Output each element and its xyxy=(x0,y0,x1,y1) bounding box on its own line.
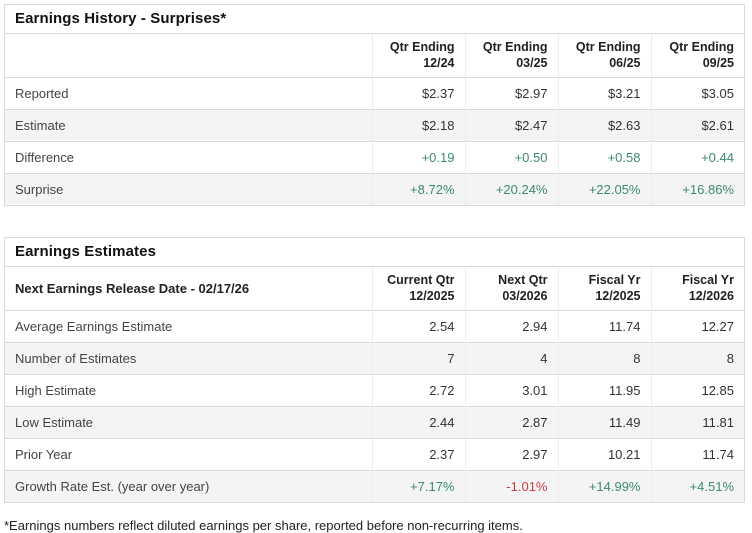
cell-value: 12.85 xyxy=(650,374,744,407)
row-label: Average Earnings Estimate xyxy=(15,319,173,334)
row-label: High Estimate xyxy=(15,383,96,398)
row-label: Low Estimate xyxy=(15,415,94,430)
cell-value: -1.01% xyxy=(464,470,558,502)
header-row: Next Earnings Release Date - 02/17/26 Cur… xyxy=(5,267,744,311)
table-corner-label xyxy=(5,34,372,78)
cell-value: $2.63 xyxy=(557,109,651,142)
cell-value: 3.01 xyxy=(464,374,558,407)
earnings-estimates-table: Next Earnings Release Date - 02/17/26 Cur… xyxy=(5,267,744,502)
cell-value: 7 xyxy=(371,342,465,375)
cell-value: +0.44 xyxy=(650,141,744,174)
column-header: Next Qtr 03/2026 xyxy=(464,267,558,311)
table-row: Estimate $2.18 $2.47 $2.63 $2.61 xyxy=(5,109,744,142)
earnings-estimates-section: Earnings Estimates Next Earnings Release… xyxy=(4,237,745,503)
cell-value: 2.37 xyxy=(371,438,465,471)
cell-value: $2.18 xyxy=(371,109,465,142)
row-label: Growth Rate Est. (year over year) xyxy=(15,479,210,494)
cell-value: +20.24% xyxy=(464,173,558,205)
column-header: Qtr Ending 03/25 xyxy=(464,34,558,78)
cell-value: 2.97 xyxy=(464,438,558,471)
cell-value: 11.74 xyxy=(557,310,651,343)
cell-value: 2.94 xyxy=(464,310,558,343)
row-label: Difference xyxy=(15,150,75,165)
table-row: Difference +0.19 +0.50 +0.58 +0.44 xyxy=(5,141,744,174)
table-row: Low Estimate 2.44 2.87 11.49 11.81 xyxy=(5,406,744,439)
row-label: Estimate xyxy=(15,118,66,133)
column-header: Current Qtr 12/2025 xyxy=(371,267,465,311)
earnings-estimates-title: Earnings Estimates xyxy=(5,238,744,267)
cell-value: $3.21 xyxy=(557,77,651,110)
cell-value: $2.61 xyxy=(650,109,744,142)
cell-value: 2.44 xyxy=(371,406,465,439)
cell-value: 11.95 xyxy=(557,374,651,407)
table-corner-label: Next Earnings Release Date - 02/17/26 xyxy=(15,281,250,296)
column-header: Fiscal Yr 12/2026 xyxy=(650,267,744,311)
cell-value: 11.74 xyxy=(650,438,744,471)
table-row: Number of Estimates 7 4 8 8 xyxy=(5,342,744,375)
table-row: Growth Rate Est. (year over year) +7.17% -… xyxy=(5,470,744,502)
row-label: Number of Estimates xyxy=(15,351,137,366)
cell-value: +14.99% xyxy=(557,470,651,502)
row-label: Reported xyxy=(15,86,69,101)
cell-value: $2.47 xyxy=(464,109,558,142)
column-header: Qtr Ending 06/25 xyxy=(557,34,651,78)
cell-value: 8 xyxy=(650,342,744,375)
cell-value: 12.27 xyxy=(650,310,744,343)
cell-value: +8.72% xyxy=(371,173,465,205)
cell-value: +0.58 xyxy=(557,141,651,174)
cell-value: +16.86% xyxy=(650,173,744,205)
cell-value: +7.17% xyxy=(371,470,465,502)
cell-value: +4.51% xyxy=(650,470,744,502)
earnings-history-title: Earnings History - Surprises* xyxy=(5,5,744,34)
earnings-footnote: *Earnings numbers reflect diluted earnin… xyxy=(4,518,523,533)
table-row: Prior Year 2.37 2.97 10.21 11.74 xyxy=(5,438,744,471)
cell-value: 10.21 xyxy=(557,438,651,471)
cell-value: +0.50 xyxy=(464,141,558,174)
cell-value: 4 xyxy=(464,342,558,375)
table-row: High Estimate 2.72 3.01 11.95 12.85 xyxy=(5,374,744,407)
row-label: Surprise xyxy=(15,182,64,197)
cell-value: $2.97 xyxy=(464,77,558,110)
row-label: Prior Year xyxy=(15,447,73,462)
cell-value: 2.54 xyxy=(371,310,465,343)
table-row: Reported $2.37 $2.97 $3.21 $3.05 xyxy=(5,77,744,110)
cell-value: 2.72 xyxy=(371,374,465,407)
cell-value: +22.05% xyxy=(557,173,651,205)
column-header: Qtr Ending 09/25 xyxy=(650,34,744,78)
cell-value: 2.87 xyxy=(464,406,558,439)
cell-value: 11.81 xyxy=(650,406,744,439)
cell-value: +0.19 xyxy=(371,141,465,174)
cell-value: 8 xyxy=(557,342,651,375)
earnings-history-table: Qtr Ending 12/24 Qtr Ending 03/25 Qtr Ending… xyxy=(5,34,744,205)
cell-value: 11.49 xyxy=(557,406,651,439)
table-row: Average Earnings Estimate 2.54 2.94 11.74 12… xyxy=(5,310,744,343)
table-row: Surprise +8.72% +20.24% +22.05% +16.86% xyxy=(5,173,744,205)
column-header: Fiscal Yr 12/2025 xyxy=(557,267,651,311)
column-header: Qtr Ending 12/24 xyxy=(371,34,465,78)
header-row: Qtr Ending 12/24 Qtr Ending 03/25 Qtr Ending… xyxy=(5,34,744,78)
cell-value: $2.37 xyxy=(371,77,465,110)
earnings-history-section: Earnings History - Surprises* Qtr Ending… xyxy=(4,4,745,206)
cell-value: $3.05 xyxy=(650,77,744,110)
